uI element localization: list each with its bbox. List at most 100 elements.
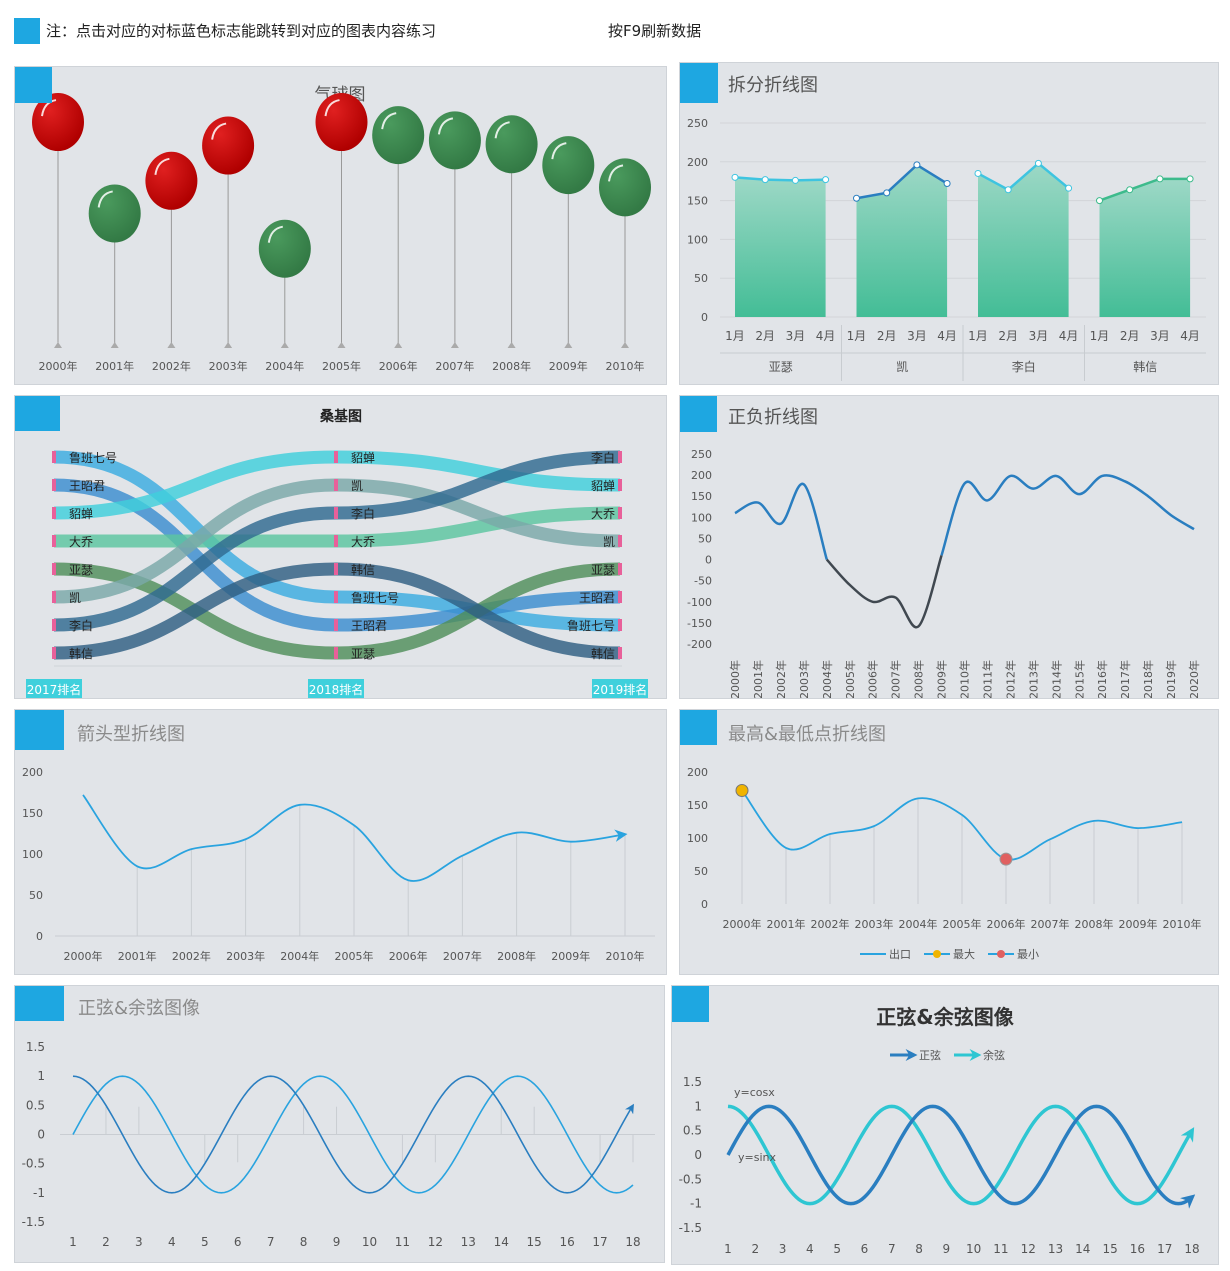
maxmin-y-tick: 200 — [687, 766, 708, 779]
arrow-nav-tag[interactable] — [15, 710, 64, 750]
balloon-x-label: 2000年 — [39, 359, 78, 373]
sc2-x-label: 3 — [779, 1242, 787, 1256]
sankey-flow-王昭君 — [53, 478, 621, 632]
split-point — [1156, 175, 1164, 183]
sankey-node-marker — [618, 591, 622, 603]
arrow-y-tick: 50 — [29, 889, 43, 902]
maxmin-y-tick: 50 — [694, 865, 708, 878]
sankey-node-marker — [52, 535, 56, 547]
posneg-x-label: 2006年 — [866, 660, 880, 699]
posneg-x-label: 2015年 — [1072, 660, 1086, 699]
sc1-x-label: 15 — [527, 1235, 542, 1249]
maxmin-nav-tag[interactable] — [680, 710, 717, 745]
sc1-x-label: 10 — [362, 1235, 377, 1249]
sankey-stage-label: 2019排名 — [593, 682, 648, 697]
posneg-x-label: 2011年 — [980, 660, 994, 699]
split-y-tick: 0 — [701, 311, 708, 324]
sc2-cosine-line — [727, 1104, 1195, 1206]
maxmin-x-label: 2008年 — [1075, 917, 1114, 931]
sc1-y-tick: 0 — [37, 1128, 45, 1142]
arrow-x-label: 2007年 — [443, 949, 482, 963]
arrow-x-label: 2002年 — [172, 949, 211, 963]
balloon-anchor — [564, 342, 573, 348]
split-point — [731, 173, 739, 181]
sc2-x-label: 11 — [993, 1242, 1008, 1256]
split-area-韩信 — [1099, 178, 1191, 317]
sc2-y-tick: -1 — [690, 1197, 702, 1211]
split-month-label: 1月 — [847, 329, 867, 343]
posneg-x-label: 2005年 — [843, 660, 857, 699]
posneg-x-label: 2000年 — [728, 660, 742, 699]
maxmin-legend-min-icon — [997, 950, 1005, 958]
sc2-x-label: 6 — [861, 1242, 869, 1256]
sankey-node-marker — [334, 619, 338, 631]
sincos1-nav-tag[interactable] — [15, 986, 64, 1021]
split-nav-tag[interactable] — [680, 63, 718, 103]
posneg-nav-tag[interactable] — [680, 396, 717, 432]
sc2-x-label: 4 — [806, 1242, 814, 1256]
maxmin-min-marker — [999, 852, 1013, 866]
sc2-x-label: 9 — [943, 1242, 951, 1256]
balloon-2007年 — [428, 111, 481, 170]
split-group-label: 李白 — [1012, 359, 1036, 374]
balloon-anchor — [337, 342, 346, 348]
posneg-y-tick: 250 — [691, 448, 712, 461]
arrow-x-label: 2008年 — [497, 949, 536, 963]
split-point — [1186, 175, 1194, 183]
split-month-label: 2月 — [877, 329, 897, 343]
posneg-x-label: 2018年 — [1141, 660, 1155, 699]
sankey-label: 貂蝉 — [591, 479, 615, 493]
sc2-x-label: 15 — [1102, 1242, 1117, 1256]
sc2-annotation-cos: y=cosx — [734, 1086, 775, 1099]
sankey-node-marker — [618, 479, 622, 491]
balloon-highlight — [381, 112, 397, 130]
maxmin-x-label: 2006年 — [987, 917, 1026, 931]
sc1-sine-line — [72, 1075, 634, 1194]
sc2-x-label: 10 — [966, 1242, 981, 1256]
sankey-label: 王昭君 — [351, 619, 387, 633]
split-y-tick: 150 — [687, 195, 708, 208]
maxmin-x-label: 2007年 — [1031, 917, 1070, 931]
balloon-anchor — [621, 342, 629, 348]
sankey-nav-tag[interactable] — [15, 396, 60, 431]
arrow-line — [82, 794, 628, 882]
sankey-node-marker — [52, 563, 56, 575]
sc2-x-label: 1 — [724, 1242, 732, 1256]
sankey-label: 凯 — [351, 479, 363, 493]
arrow-x-label: 2001年 — [118, 949, 157, 963]
sc2-x-label: 5 — [833, 1242, 841, 1256]
posneg-y-tick: -50 — [694, 575, 712, 588]
balloon-highlight — [41, 99, 57, 117]
maxmin-legend-label: 最大 — [953, 947, 975, 961]
sc1-y-tick: 1 — [37, 1069, 45, 1083]
split-point — [761, 176, 769, 184]
sc2-y-tick: -1.5 — [679, 1221, 702, 1235]
sankey-node-marker — [618, 619, 622, 631]
sincos2-nav-tag[interactable] — [672, 986, 709, 1022]
sankey-chart-panel: 桑基图 鲁班七号 王昭君 貂蝉 大乔 亚瑟凯李白 韩信 貂蝉凯李白 大乔 韩信 鲁班七号 王昭君 亚瑟李… — [14, 395, 667, 699]
balloon-2004年 — [258, 219, 311, 278]
split-month-label: 2月 — [998, 329, 1018, 343]
balloon-2003年 — [202, 116, 255, 175]
balloon-anchor — [394, 342, 403, 348]
split-group-label: 亚瑟 — [769, 360, 793, 374]
sc1-x-label: 12 — [428, 1235, 443, 1249]
maxmin-y-tick: 100 — [687, 832, 708, 845]
balloon-nav-tag[interactable] — [15, 67, 52, 103]
maxmin-x-label: 2005年 — [943, 917, 982, 931]
sankey-stage-badge — [592, 679, 648, 698]
sc2-x-label: 16 — [1130, 1242, 1145, 1256]
sankey-node-marker — [52, 451, 56, 463]
sc1-y-tick: 0.5 — [26, 1098, 45, 1112]
posneg-y-tick: 150 — [691, 490, 712, 503]
split-y-tick: 250 — [687, 117, 708, 130]
sankey-node-marker — [618, 563, 622, 575]
accent-square-icon — [14, 18, 40, 44]
split-point — [1004, 186, 1012, 194]
balloon-highlight — [154, 157, 170, 175]
posneg-y-tick: 50 — [698, 532, 712, 545]
sankey-label: 鲁班七号 — [351, 591, 399, 605]
balloon-2002年 — [145, 151, 198, 210]
balloon-highlight — [97, 190, 113, 208]
